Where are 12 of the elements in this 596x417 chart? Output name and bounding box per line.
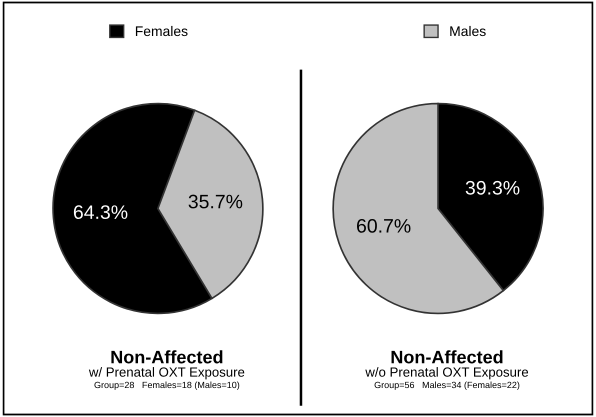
legend-label: Males: [450, 26, 486, 36]
data-label: 39.3%: [466, 180, 520, 195]
text: Group=28 Females=18 (Males=10): [94, 382, 240, 390]
text: w/o Prenatal OXT Exposure: [365, 367, 528, 380]
text: w/ Prenatal OXT Exposure: [88, 367, 244, 380]
data-label: 64.3%: [74, 205, 128, 220]
text: Non-Affected: [111, 350, 222, 364]
legend-label: Females: [136, 26, 188, 36]
text: Non-Affected: [392, 350, 502, 364]
data-label: 60.7%: [357, 218, 410, 233]
text: Group=56 Males=34 (Females=22): [374, 382, 520, 390]
data-label: 35.7%: [188, 194, 242, 208]
